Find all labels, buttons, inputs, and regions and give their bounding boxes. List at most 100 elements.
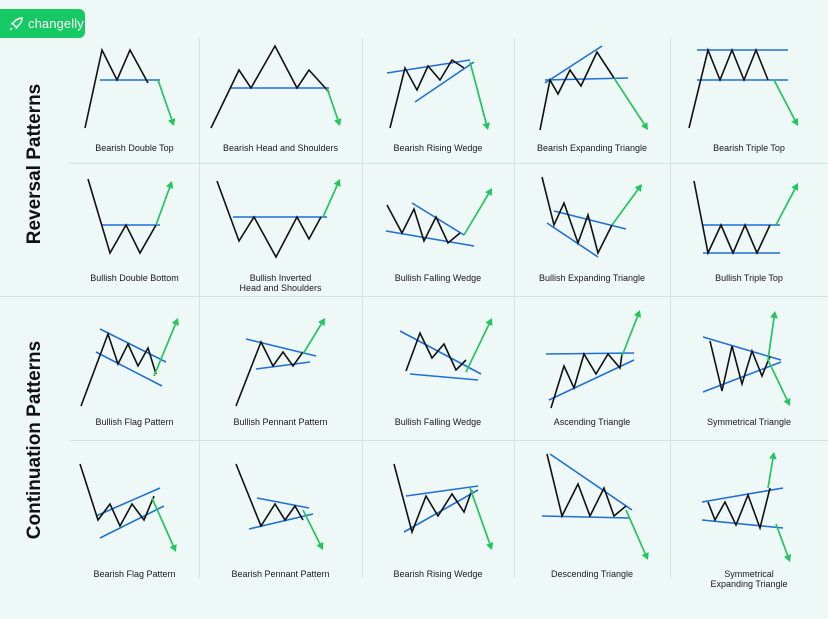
pattern-label: Symmetrical Expanding Triangle: [710, 569, 788, 589]
trend-line: [411, 202, 465, 236]
pattern-cell: Symmetrical Triangle: [670, 296, 828, 440]
pattern-label: Symmetrical Triangle: [706, 417, 792, 427]
column-divider: [514, 38, 515, 578]
pattern-diagram: [539, 45, 648, 131]
pattern-label: Bullish Flag Pattern: [95, 417, 174, 427]
breakout-arrow-line: [613, 77, 645, 125]
price-line: [79, 463, 155, 528]
price-line: [546, 453, 627, 519]
trend-line: [701, 519, 784, 529]
price-line: [541, 176, 613, 256]
pattern-label: Bearish Rising Wedge: [393, 569, 483, 579]
pattern-label: Bearish Expanding Triangle: [536, 143, 648, 153]
pattern-cell: Symmetrical Expanding Triangle: [670, 440, 828, 589]
pattern-diagram: [701, 452, 792, 562]
breakout-arrow-line: [153, 324, 177, 377]
pattern-diagram: [80, 318, 179, 407]
pattern-cell: Descending Triangle: [514, 440, 670, 582]
pattern-label: Ascending Triangle: [553, 417, 631, 427]
changelly-logo: changelly: [0, 9, 85, 38]
pattern-label: Descending Triangle: [550, 569, 634, 579]
price-line: [550, 352, 623, 409]
price-line: [393, 463, 473, 535]
price-line: [216, 180, 322, 259]
pattern-label: Bearish Flag Pattern: [93, 569, 176, 579]
breakout-arrowhead: [641, 122, 648, 130]
trend-line: [409, 373, 479, 381]
pattern-diagram: [79, 463, 177, 552]
breakout-arrowhead: [169, 544, 177, 552]
breakout-arrow-line: [767, 359, 788, 401]
trend-line: [255, 361, 311, 370]
price-line: [688, 47, 769, 129]
pattern-cell: Bearish Double Top: [70, 38, 199, 163]
trend-line: [544, 45, 603, 84]
price-line: [87, 178, 157, 256]
breakout-arrow-line: [155, 187, 171, 226]
breakout-arrowhead: [333, 179, 341, 187]
trend-line: [385, 230, 475, 247]
breakout-arrowhead: [485, 188, 492, 196]
breakout-arrow-line: [151, 497, 174, 546]
pattern-cell: Bearish Expanding Triangle: [514, 38, 670, 163]
trend-line: [99, 328, 167, 363]
pattern-label: Bullish Falling Wedge: [394, 417, 482, 427]
trend-line: [99, 505, 165, 539]
breakout-arrowhead: [486, 542, 494, 550]
breakout-arrowhead: [633, 310, 641, 318]
trend-line: [414, 61, 475, 103]
brand-name: changelly: [28, 16, 84, 31]
breakout-arrow-line: [157, 79, 173, 120]
pattern-diagram: [216, 179, 341, 259]
pattern-cell: Bearish Head and Shoulders: [199, 38, 362, 163]
breakout-arrow-line: [322, 185, 338, 218]
pattern-diagram: [399, 318, 493, 381]
pattern-diagram: [386, 58, 490, 130]
pattern-diagram: [545, 310, 641, 409]
breakout-arrowhead: [334, 118, 342, 126]
price-line: [84, 47, 149, 129]
breakout-arrowhead: [784, 554, 792, 562]
pattern-cell: Bullish Expanding Triangle: [514, 163, 670, 296]
pattern-cell: Bullish Falling Wedge: [362, 296, 514, 440]
row-divider: [70, 440, 828, 441]
pattern-cell: Bullish Falling Wedge: [362, 163, 514, 296]
pattern-label: Bearish Triple Top: [713, 143, 785, 153]
pattern-label: Bullish Falling Wedge: [394, 273, 482, 283]
pattern-label: Bullish Expanding Triangle: [538, 273, 646, 283]
price-line: [386, 204, 461, 245]
breakout-arrow-line: [326, 87, 339, 120]
breakout-arrowhead: [318, 318, 325, 326]
pattern-diagram: [87, 178, 174, 256]
pattern-cell: Bearish Flag Pattern: [70, 440, 199, 582]
breakout-arrow-line: [611, 189, 639, 226]
pattern-label: Bullish Inverted Head and Shoulders: [239, 273, 322, 293]
price-line: [235, 340, 304, 407]
pattern-label: Bearish Pennant Pattern: [231, 569, 330, 579]
pattern-diagram: [702, 311, 791, 406]
column-divider: [670, 38, 671, 578]
trend-line: [545, 352, 635, 355]
breakout-arrow-line: [775, 188, 796, 226]
breakout-arrowhead: [634, 184, 642, 192]
pattern-diagram: [688, 47, 799, 129]
pattern-cell: Bearish Pennant Pattern: [199, 440, 362, 582]
breakout-arrowhead: [791, 118, 799, 126]
price-line: [693, 180, 771, 256]
breakout-arrowhead: [641, 552, 649, 560]
rocket-icon: [9, 16, 23, 30]
breakout-arrowhead: [171, 318, 179, 326]
breakout-arrow-line: [465, 323, 490, 373]
breakout-arrow-line: [463, 193, 490, 236]
pattern-diagram: [541, 453, 649, 560]
price-line: [389, 58, 465, 129]
breakout-arrowhead: [769, 452, 777, 460]
breakout-arrowhead: [482, 122, 490, 130]
row-divider: [70, 163, 828, 164]
breakout-arrow-line: [302, 509, 321, 545]
breakout-arrow-line: [469, 61, 488, 124]
breakout-arrow-line: [625, 509, 646, 554]
trend-line: [256, 497, 310, 509]
pattern-diagram: [393, 463, 494, 550]
